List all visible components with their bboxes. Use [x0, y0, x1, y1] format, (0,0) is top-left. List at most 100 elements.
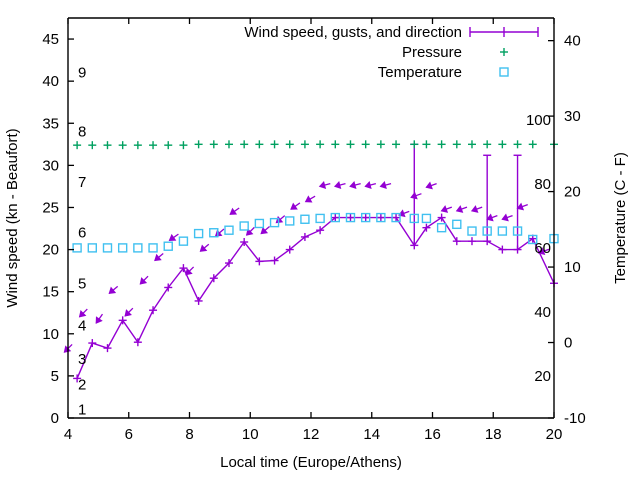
wind-direction-arrow: [108, 286, 117, 294]
temperature-point: [300, 214, 310, 224]
temperature-point: [376, 212, 386, 223]
beaufort-scale-labels: 1 2 3 4 5 6 7 8 9: [78, 65, 86, 419]
legend: Wind speed, gusts, and direction Pressure…: [244, 24, 539, 81]
temperature-point: [330, 212, 340, 223]
temperature-point: [148, 243, 158, 253]
temperature-point: [452, 219, 462, 230]
wind-direction-arrow: [470, 205, 479, 213]
beaufort-label: 1: [78, 402, 86, 419]
wind-direction-arrow: [379, 181, 387, 189]
temperature-point: [269, 217, 280, 228]
fahrenheit-label: 20: [534, 368, 551, 385]
y-tick-label-right: 10: [564, 259, 581, 276]
y-tick-label-right: -10: [564, 410, 586, 427]
y-tick-label-right: 40: [564, 33, 581, 50]
temperature-point: [285, 216, 295, 226]
x-tick-label: 4: [64, 426, 72, 443]
y-axis-left-title: Wind speed (kn - Beaufort): [4, 128, 21, 307]
temperature-point: [482, 226, 492, 236]
wind-direction-arrow: [168, 233, 177, 241]
temperature-point: [163, 241, 173, 251]
wind-direction-arrow: [516, 202, 525, 211]
x-tick-label: 18: [485, 426, 502, 443]
wind-direction-arrow: [95, 316, 103, 324]
fahrenheit-label: 100: [526, 112, 551, 129]
beaufort-label: 9: [78, 65, 86, 82]
fahrenheit-label: 60: [534, 240, 551, 257]
y-tick-label-left: 10: [42, 326, 59, 343]
wind-direction-arrow: [304, 195, 313, 203]
wind-direction-arrow: [185, 267, 193, 276]
x-tick-label: 20: [546, 426, 563, 443]
wind-direction-arrow: [455, 205, 464, 213]
series-temperature: [72, 212, 559, 253]
wind-direction-arrow: [333, 181, 342, 189]
wind-direction-arrow: [537, 247, 546, 255]
beaufort-label: 8: [78, 124, 86, 141]
y-tick-label-left: 30: [42, 157, 59, 174]
wind-direction-arrow: [425, 181, 433, 190]
x-tick-label: 16: [424, 426, 441, 443]
temperature-point: [409, 213, 419, 224]
legend-glyph-square: [499, 67, 509, 77]
y-tick-label-left: 40: [42, 73, 59, 90]
temperature-point: [528, 234, 538, 245]
wind-direction-arrow: [124, 309, 132, 317]
series-wind-speed: [63, 143, 558, 383]
beaufort-label: 3: [78, 351, 86, 368]
temperature-point: [209, 228, 219, 238]
temperature-point: [87, 243, 98, 253]
temperature-point: [224, 225, 234, 235]
fahrenheit-scale-labels: 20 40 60 80 100: [526, 112, 551, 385]
y-tick-label-right: 20: [564, 184, 581, 201]
y-tick-label-left: 0: [51, 410, 59, 427]
temperature-point: [178, 236, 189, 246]
wind-direction-arrow: [214, 229, 223, 237]
temperature-point: [133, 243, 143, 253]
temperature-point: [254, 218, 265, 229]
ticks-layer: 4 6 8 10 12 14 16 18 20051015202530354045-100102…: [42, 18, 586, 443]
temperature-point: [72, 243, 82, 253]
wind-direction-arrow: [501, 213, 509, 222]
beaufort-label: 2: [78, 376, 86, 393]
temperature-point: [345, 212, 356, 223]
temperature-point: [117, 243, 128, 253]
x-tick-label: 8: [185, 426, 193, 443]
wind-direction-arrow: [139, 277, 148, 285]
fahrenheit-label: 40: [534, 304, 551, 321]
wind-direction-arrow: [349, 181, 357, 189]
wind-direction-arrow: [410, 191, 418, 200]
temperature-point: [193, 228, 204, 239]
wind-direction-arrow: [260, 226, 269, 235]
x-tick-label: 6: [125, 426, 133, 443]
y-tick-label-right: 0: [564, 335, 572, 352]
wind-direction-arrow: [440, 205, 449, 213]
plot-area: [68, 18, 554, 418]
legend-label: Wind speed, gusts, and direction: [244, 24, 462, 41]
wind-direction-arrow: [199, 244, 208, 252]
y-tick-label-left: 20: [42, 242, 59, 259]
temperature-point: [436, 222, 447, 233]
y-tick-label-left: 15: [42, 284, 59, 301]
beaufort-label: 5: [78, 275, 86, 292]
beaufort-label: 4: [78, 317, 86, 334]
wind-direction-arrow: [78, 309, 87, 318]
wind-direction-arrow: [290, 202, 298, 210]
temperature-point: [102, 243, 113, 253]
series-pressure: [73, 140, 558, 150]
wind-direction-arrow: [245, 228, 254, 236]
y-tick-label-left: 45: [42, 31, 59, 48]
legend-label: Pressure: [402, 44, 462, 61]
series-layer: [63, 140, 559, 383]
wind-direction-arrow: [229, 207, 238, 215]
temperature-point: [315, 213, 325, 224]
wind-direction-arrow: [486, 213, 494, 222]
beaufort-label: 6: [78, 225, 86, 242]
y-tick-label-left: 35: [42, 115, 59, 132]
legend-label: Temperature: [378, 64, 462, 81]
fahrenheit-label: 80: [534, 176, 551, 193]
y-tick-label-right: 30: [564, 108, 581, 125]
temperature-point: [512, 226, 523, 236]
temperature-point: [421, 213, 432, 224]
